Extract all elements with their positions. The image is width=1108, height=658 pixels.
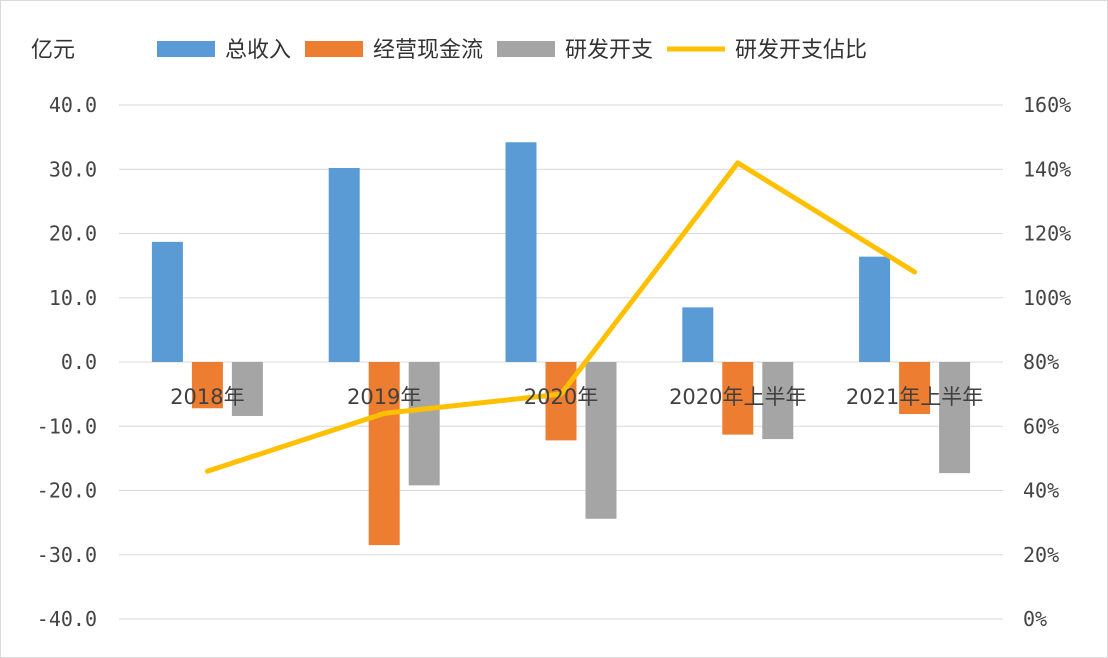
line-series [204, 160, 918, 474]
category-labels: 2018年 2019年 2020年 2020年上半年 2021年上半年 [170, 385, 983, 409]
bar-总收入 [859, 256, 891, 362]
left-tick-label: 0.0 [61, 350, 97, 374]
category-label: 2020年 [524, 385, 598, 409]
bar-经营现金流 [722, 362, 754, 435]
left-tick-label: -10.0 [37, 414, 97, 438]
bars [151, 142, 971, 546]
left-tick-label: 30.0 [49, 157, 97, 181]
legend-swatch [157, 41, 215, 57]
left-tick-label: 20.0 [49, 222, 97, 246]
right-tick-label: 0% [1023, 607, 1047, 631]
bar-研发开支 [408, 362, 440, 486]
legend: 总收入 经营现金流 研发开支 研发开支佔比 [157, 38, 867, 63]
bar-研发开支 [231, 362, 263, 416]
right-tick-label: 20% [1023, 543, 1059, 567]
bar-研发开支 [939, 362, 971, 474]
right-tick-label: 100% [1023, 286, 1071, 310]
left-tick-label: 10.0 [49, 286, 97, 310]
right-tick-label: 80% [1023, 350, 1059, 374]
legend-item: 总收入 [157, 38, 291, 63]
left-tick-label: 40.0 [49, 93, 97, 117]
legend-label: 经营现金流 [373, 38, 483, 63]
left-tick-label: -30.0 [37, 543, 97, 567]
bar-总收入 [151, 241, 183, 362]
legend-item: 经营现金流 [305, 38, 483, 63]
bar-总收入 [505, 142, 537, 362]
right-tick-label: 160% [1023, 93, 1071, 117]
legend-swatch [497, 41, 555, 57]
bar-研发开支 [585, 362, 617, 519]
right-tick-label: 140% [1023, 157, 1071, 181]
legend-label: 总收入 [225, 38, 291, 63]
bar-总收入 [328, 167, 360, 362]
category-label: 2021年上半年 [846, 385, 983, 409]
legend-item: 研发开支 [497, 38, 653, 63]
category-label: 2020年上半年 [669, 385, 806, 409]
bar-总收入 [682, 307, 714, 362]
right-tick-label: 120% [1023, 222, 1071, 246]
left-tick-label: -20.0 [37, 479, 97, 503]
legend-swatch [305, 41, 363, 57]
right-tick-label: 60% [1023, 414, 1059, 438]
category-label: 2019年 [347, 385, 421, 409]
right-tick-label: 40% [1023, 479, 1059, 503]
legend-label: 研发开支佔比 [735, 38, 867, 63]
left-axis-ticks: 40.0 30.0 20.0 10.0 0.0 -10.0 -20.0 -30.0 -40.0 [37, 93, 97, 631]
bar-经营现金流 [899, 362, 931, 415]
legend-label: 研发开支 [565, 38, 653, 63]
legend-item: 研发开支佔比 [667, 38, 867, 63]
bar-经营现金流 [368, 362, 400, 546]
bar-经营现金流 [191, 362, 223, 409]
right-axis-ticks: 160% 140% 120% 100% 80% 60% 40% 20% 0% [1023, 93, 1071, 631]
bar-经营现金流 [545, 362, 577, 441]
unit-label: 亿元 [31, 38, 75, 63]
category-label: 2018年 [170, 385, 244, 409]
left-tick-label: -40.0 [37, 607, 97, 631]
bar-研发开支 [762, 362, 794, 440]
